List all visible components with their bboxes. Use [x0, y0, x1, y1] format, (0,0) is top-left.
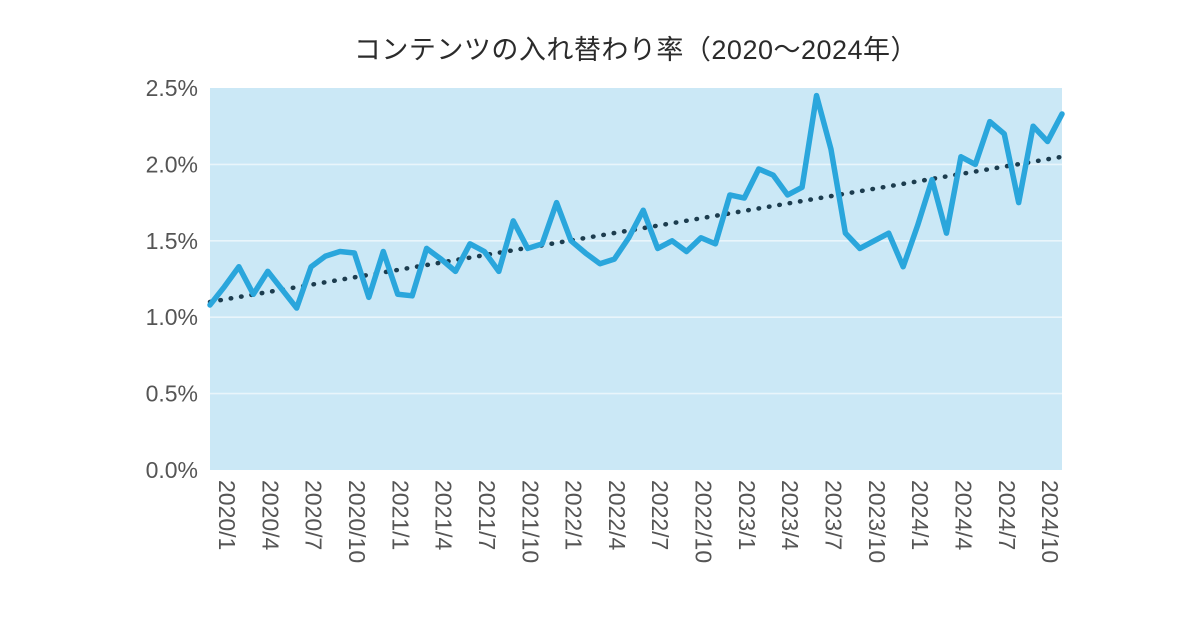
x-axis-tick-label: 2020/10	[344, 480, 370, 563]
y-axis-tick-label: 0.0%	[146, 457, 198, 483]
x-axis-tick-label: 2022/4	[604, 480, 630, 551]
x-axis-tick-label: 2022/10	[691, 480, 717, 563]
data-line	[207, 92, 1065, 311]
x-axis-tick-label: 2020/1	[214, 480, 240, 550]
x-axis-tick-label: 2022/1	[561, 480, 587, 550]
x-axis-tick-label: 2023/4	[777, 480, 803, 551]
y-axis-tick-label: 2.0%	[146, 151, 198, 177]
y-axis-tick-label: 1.0%	[146, 304, 198, 330]
x-axis-tick-label: 2021/1	[387, 480, 413, 550]
x-axis-tick-label: 2021/7	[474, 480, 500, 550]
x-axis-tick-label: 2020/7	[301, 480, 327, 550]
plot-area	[210, 88, 1062, 470]
chart-title: コンテンツの入れ替わり率（2020～2024年）	[353, 35, 919, 65]
y-axis-tick-label: 1.5%	[146, 228, 198, 254]
x-axis-tick-label: 2023/10	[864, 480, 890, 563]
x-axis-tick-label: 2023/7	[821, 480, 847, 550]
x-axis-tick-label: 2020/4	[257, 480, 283, 551]
x-axis-tick-label: 2024/10	[1037, 480, 1063, 563]
x-axis-tick-label: 2024/1	[907, 480, 933, 550]
x-axis-tick-label: 2023/1	[734, 480, 760, 550]
x-axis-tick-label: 2024/7	[994, 480, 1020, 550]
y-axis-tick-label: 2.5%	[146, 75, 198, 101]
x-axis-tick-label: 2022/7	[647, 480, 673, 550]
x-axis-tick-label: 2021/4	[431, 480, 457, 551]
y-axis-tick-label: 0.5%	[146, 381, 198, 407]
x-axis-tick-label: 2021/10	[517, 480, 543, 563]
x-axis-tick-label: 2024/4	[950, 480, 976, 551]
